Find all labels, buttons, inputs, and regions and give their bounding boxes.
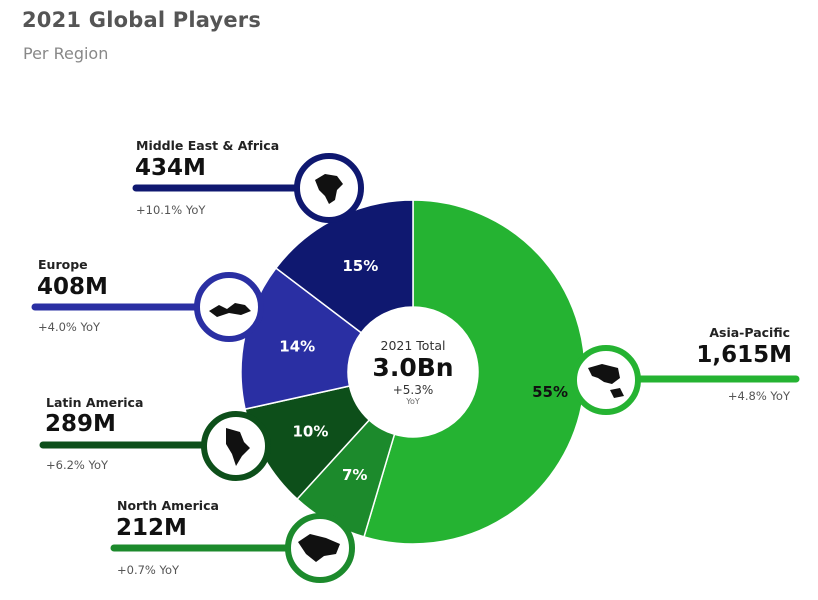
chart-title: 2021 Global Players bbox=[22, 8, 262, 32]
region-value-asia-pacific: 1,615M bbox=[696, 342, 792, 368]
region-yoy-north-america: +0.7% YoY bbox=[117, 563, 180, 577]
region-value-europe: 408M bbox=[37, 274, 108, 300]
chart-subtitle: Per Region bbox=[23, 44, 109, 63]
slice-percent-europe: 14% bbox=[279, 338, 315, 356]
region-yoy-asia-pacific: +4.8% YoY bbox=[727, 389, 790, 403]
region-yoy-middle-east-africa: +10.1% YoY bbox=[136, 203, 206, 217]
slice-percent-asia-pacific: 55% bbox=[532, 383, 568, 401]
europe-map-icon bbox=[194, 272, 264, 342]
slice-percent-middle-east-africa: 15% bbox=[342, 257, 378, 275]
center-total: 2021 Total 3.0Bn +5.3% YoY bbox=[350, 330, 476, 406]
region-label-europe: Europe bbox=[38, 257, 88, 272]
region-label-middle-east-africa: Middle East & Africa bbox=[136, 138, 280, 153]
donut-hole bbox=[348, 307, 478, 437]
region-value-middle-east-africa: 434M bbox=[135, 155, 206, 181]
center-total-yoy-unit: YoY bbox=[406, 397, 420, 406]
center-total-value: 3.0Bn bbox=[372, 353, 454, 382]
slice-percent-north-america: 7% bbox=[342, 466, 367, 484]
asia-pacific-map-icon bbox=[571, 345, 641, 415]
center-total-yoy: +5.3% bbox=[392, 383, 434, 397]
slice-percent-latin-america: 10% bbox=[292, 422, 328, 440]
region-yoy-latin-america: +6.2% YoY bbox=[46, 458, 109, 472]
middle-east-africa-map-icon bbox=[294, 153, 364, 223]
region-label-latin-america: Latin America bbox=[46, 395, 144, 410]
region-yoy-europe: +4.0% YoY bbox=[38, 320, 101, 334]
region-label-north-america: North America bbox=[117, 498, 219, 513]
region-value-latin-america: 289M bbox=[45, 411, 116, 437]
north-america-map-icon bbox=[285, 513, 355, 583]
region-value-north-america: 212M bbox=[116, 515, 187, 541]
center-total-label: 2021 Total bbox=[380, 338, 446, 353]
latin-america-map-icon bbox=[201, 411, 271, 481]
region-label-asia-pacific: Asia-Pacific bbox=[709, 325, 790, 340]
